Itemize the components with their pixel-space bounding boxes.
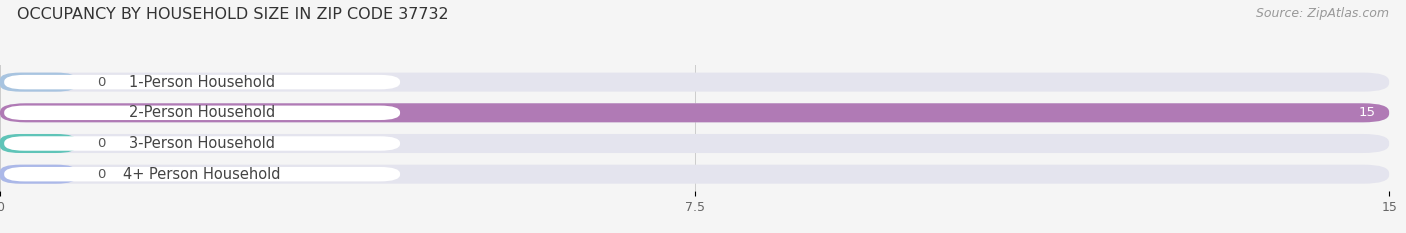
- Text: 3-Person Household: 3-Person Household: [129, 136, 276, 151]
- FancyBboxPatch shape: [0, 103, 1389, 122]
- FancyBboxPatch shape: [4, 167, 401, 182]
- FancyBboxPatch shape: [0, 73, 76, 92]
- Text: Source: ZipAtlas.com: Source: ZipAtlas.com: [1256, 7, 1389, 20]
- FancyBboxPatch shape: [0, 134, 1389, 153]
- FancyBboxPatch shape: [4, 106, 401, 120]
- FancyBboxPatch shape: [0, 103, 1389, 122]
- FancyBboxPatch shape: [0, 134, 76, 153]
- FancyBboxPatch shape: [0, 73, 1389, 92]
- Text: 15: 15: [1358, 106, 1375, 119]
- Text: 4+ Person Household: 4+ Person Household: [124, 167, 281, 182]
- Text: 2-Person Household: 2-Person Household: [129, 105, 276, 120]
- FancyBboxPatch shape: [0, 165, 76, 184]
- Text: 0: 0: [97, 168, 105, 181]
- Text: 0: 0: [97, 137, 105, 150]
- FancyBboxPatch shape: [4, 136, 401, 151]
- Text: 1-Person Household: 1-Person Household: [129, 75, 276, 90]
- Text: 0: 0: [97, 76, 105, 89]
- FancyBboxPatch shape: [0, 165, 1389, 184]
- FancyBboxPatch shape: [4, 75, 401, 89]
- Text: OCCUPANCY BY HOUSEHOLD SIZE IN ZIP CODE 37732: OCCUPANCY BY HOUSEHOLD SIZE IN ZIP CODE …: [17, 7, 449, 22]
